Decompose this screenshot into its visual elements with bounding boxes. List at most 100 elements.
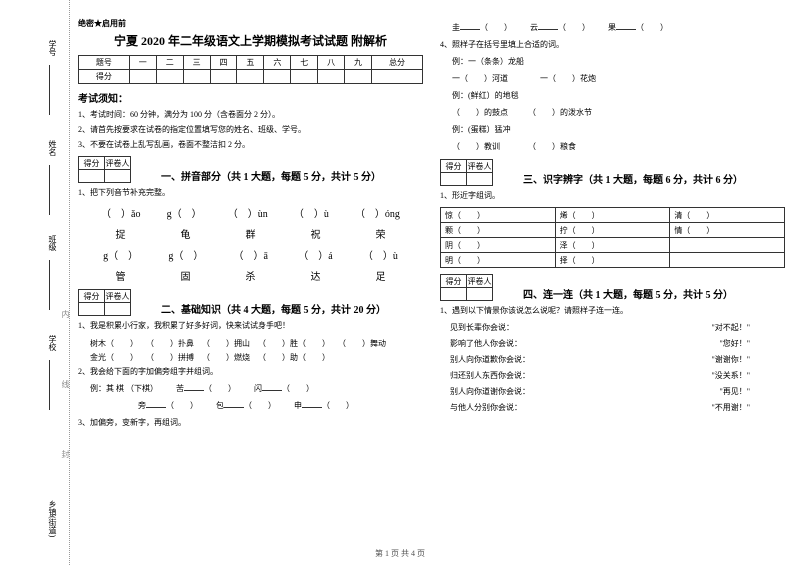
line-school: [49, 360, 50, 410]
line-student-no: [49, 65, 50, 115]
q-basic-1: 1、我是积累小行家，我积累了好多好词，快来试试身手吧！: [78, 320, 423, 332]
mr: "没关系！": [711, 370, 750, 381]
mini-rater: 评卷人: [105, 290, 131, 303]
match-pair: 影响了他人你会说： "您好！": [450, 338, 750, 349]
ct: 情（ ）: [670, 223, 785, 238]
py: （ ）ù: [294, 205, 329, 220]
bi: （ ）舞动: [338, 337, 386, 351]
ch: 龟: [181, 226, 191, 241]
q-basic-4: 4、照样子在括号里填上合适的词。: [440, 39, 785, 51]
q3i: 果: [608, 23, 616, 32]
ct: 择（ ）: [555, 253, 670, 268]
line-name: [49, 165, 50, 215]
q2-example: 例：其 棋 （下棋） 苦（ ） 闪（ ）: [78, 383, 423, 395]
py: g（ ）: [168, 247, 203, 262]
section-4-title: 四、连一连（共 1 大题，每题 5 分，共计 5 分）: [523, 286, 733, 301]
py: g（ ）: [167, 205, 202, 220]
ml: 归还别人东西你会说：: [450, 370, 530, 381]
line-class: [49, 260, 50, 310]
ch: 管: [116, 268, 126, 283]
notice-item: 1、考试时间：60 分钟，满分为 100 分（含卷面分 2 分）。: [78, 109, 423, 120]
py: （ ）ù: [363, 247, 398, 262]
py: （ ）á: [298, 247, 332, 262]
q4-l2: 例：(鲜红）的地毯: [440, 90, 785, 102]
ct: [670, 253, 785, 268]
mini-score-table: 得分评卷人: [440, 274, 493, 301]
q3i: 圭: [452, 23, 460, 32]
mini-rater: 评卷人: [467, 160, 493, 173]
notice-item: 3、不要在试卷上乱写乱画，卷面不整洁扣 2 分。: [78, 139, 423, 150]
ct: 烯（ ）: [555, 208, 670, 223]
q2-row2: 旁（ ） 包（ ） 申（ ）: [78, 400, 423, 412]
q-char-stem: 1、形近字组词。: [440, 190, 785, 202]
ml: 见到长辈你会说：: [450, 322, 514, 333]
cell: 五: [237, 56, 264, 70]
bi: （ ）助（ ）: [258, 351, 330, 365]
q2i: 包: [216, 401, 224, 410]
score-header-row: 题号 一 二 三 四 五 六 七 八 九 总分: [79, 56, 423, 70]
label-name: 姓名: [47, 140, 58, 156]
cell: 九: [345, 56, 372, 70]
bi: （ ）扑鼻: [146, 337, 194, 351]
bi: 树木（ ）: [90, 337, 138, 351]
py: （ ）ā: [234, 247, 268, 262]
q3i: （ ）: [636, 23, 668, 32]
q3-row: 圭（ ） 云（ ） 果（ ）: [440, 22, 785, 34]
cell: 得分: [79, 70, 130, 84]
mini-score: 得分: [79, 157, 105, 170]
label-school: 学校: [47, 335, 58, 351]
section-3-head: 得分评卷人 三、识字辨字（共 1 大题，每题 6 分，共计 6 分）: [440, 159, 785, 186]
page-footer: 第 1 页 共 4 页: [0, 548, 800, 559]
q3i: 云: [530, 23, 538, 32]
py: （ ）ùn: [228, 205, 268, 220]
pinyin-row-1: （ ）ǎo g（ ） （ ）ùn （ ）ù （ ）óng: [78, 205, 423, 220]
ct: 泽（ ）: [555, 238, 670, 253]
q-basic-3: 3、加偏旁，变新字，再组词。: [78, 417, 423, 429]
cell: 一: [129, 56, 156, 70]
section-4-head: 得分评卷人 四、连一连（共 1 大题，每题 5 分，共计 5 分）: [440, 274, 785, 301]
py: （ ）óng: [355, 205, 400, 220]
bi: （ ）拼搏: [146, 351, 194, 365]
pinyin-row-2: 捉 龟 群 祝 荣: [78, 226, 423, 241]
q2i: （ ）: [322, 401, 354, 410]
sidebar-labels: 学号 姓名 班级 学校 乡镇(街道) 内 线 封: [10, 0, 60, 565]
ct: 明（ ）: [441, 253, 556, 268]
score-value-row: 得分: [79, 70, 423, 84]
cell: 八: [318, 56, 345, 70]
q2i: （ ）: [244, 401, 276, 410]
ct: 清（ ）: [670, 208, 785, 223]
label-feng: 封: [60, 450, 71, 458]
column-right: 圭（ ） 云（ ） 果（ ） 4、照样子在括号里填上合适的词。 例：一（条条）龙…: [440, 18, 785, 418]
cell: 总分: [372, 56, 423, 70]
mini-score-table: 得分评卷人: [440, 159, 493, 186]
q-pinyin-stem: 1、把下列音节补充完整。: [78, 187, 423, 199]
py: g（ ）: [103, 247, 138, 262]
mr: "您好！": [719, 338, 750, 349]
cell: 四: [210, 56, 237, 70]
ch: 达: [311, 268, 321, 283]
q2-ex: 例：其 棋 （下棋）: [90, 384, 158, 393]
ch: 荣: [376, 226, 386, 241]
cell: 三: [183, 56, 210, 70]
ml: 影响了他人你会说：: [450, 338, 522, 349]
mini-score: 得分: [441, 160, 467, 173]
bi: （ ）拥山: [202, 337, 250, 351]
char-table: 惊（ ） 烯（ ） 清（ ） 颗（ ） 拧（ ） 情（ ） 阴（ ） 泽（ ） …: [440, 207, 785, 268]
section-1-head: 得分评卷人 一、拼音部分（共 1 大题，每题 5 分，共计 5 分）: [78, 156, 423, 183]
section-3-title: 三、识字辨字（共 1 大题，每题 6 分，共计 6 分）: [523, 171, 743, 186]
q2i: （ ）: [204, 384, 236, 393]
mr: "不用谢！": [711, 402, 750, 413]
column-left: 绝密★启用前 宁夏 2020 年二年级语文上学期模拟考试试题 附解析 题号 一 …: [78, 18, 423, 434]
exam-title: 宁夏 2020 年二年级语文上学期模拟考试试题 附解析: [78, 32, 423, 49]
section-2-head: 得分评卷人 二、基础知识（共 4 大题，每题 5 分，共计 20 分）: [78, 289, 423, 316]
mini-rater: 评卷人: [467, 275, 493, 288]
mr: "再见！": [719, 386, 750, 397]
match-pair: 别人向你道谢你会说："再见！": [450, 386, 750, 397]
bi: （ ）胜（ ）: [258, 337, 330, 351]
match-pair: 归还别人东西你会说： "没关系！": [450, 370, 750, 381]
ct: 阴（ ）: [441, 238, 556, 253]
bi: 金光（ ）: [90, 351, 138, 365]
ch: 固: [181, 268, 191, 283]
notice-title: 考试须知：: [78, 90, 423, 105]
label-nei: 内: [60, 310, 71, 318]
